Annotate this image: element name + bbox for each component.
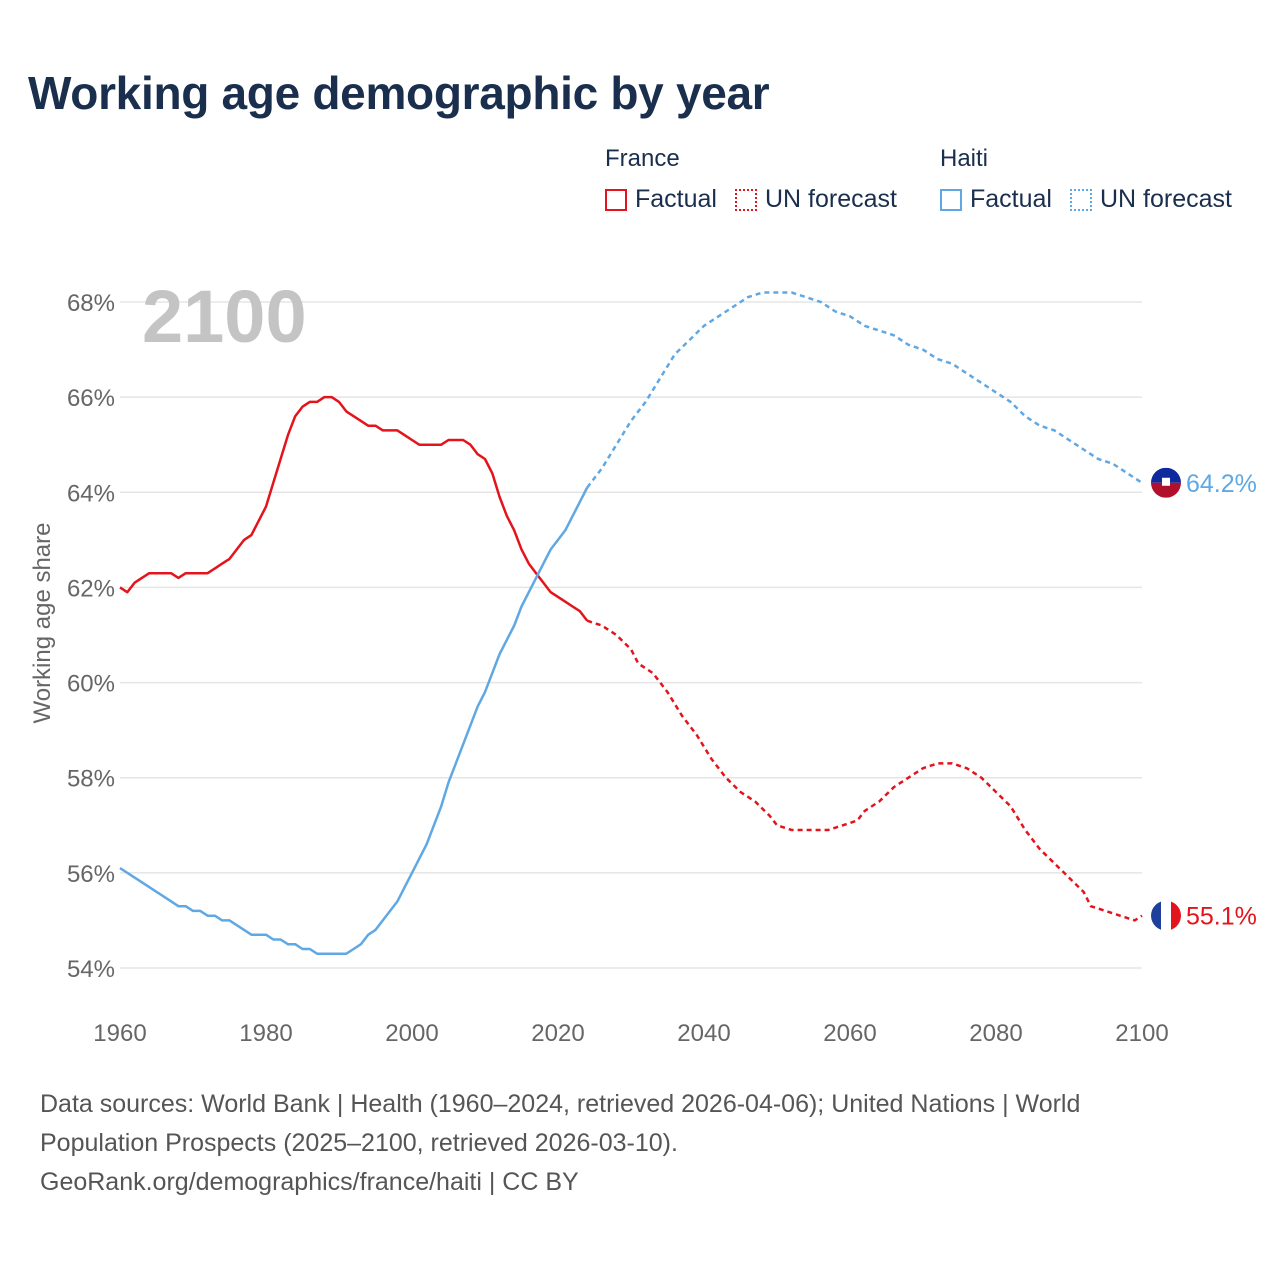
- source-line-1: Data sources: World Bank | Health (1960–…: [40, 1090, 1081, 1118]
- y-tick-label: 66%: [67, 385, 115, 412]
- haiti-forecast-line: [586, 291, 1143, 489]
- haiti-endpoint-marker: [1151, 467, 1181, 498]
- y-tick-label: 56%: [67, 861, 115, 888]
- year-watermark: 2100: [142, 275, 307, 358]
- y-tick-label: 60%: [67, 671, 115, 698]
- flag-stripe: [1151, 467, 1181, 483]
- footer: Data sources: World Bank | Health (1960–…: [40, 1085, 1220, 1202]
- legend-item-haiti-factual[interactable]: Factual: [940, 185, 1052, 214]
- source-url[interactable]: GeoRank.org/demographics/france/haiti | …: [40, 1168, 579, 1196]
- x-tick-label: 2000: [385, 1020, 438, 1047]
- legend-group-haiti: Haiti Factual UN forecast: [940, 145, 1250, 214]
- legend-swatch-solid-icon: [940, 188, 962, 211]
- legend-label: UN forecast: [1099, 185, 1232, 213]
- france-factual-line: [119, 395, 589, 622]
- france-endpoint-marker: [1151, 900, 1181, 931]
- y-tick-label: 58%: [67, 766, 115, 793]
- haiti-end-label: 64.2%: [1186, 470, 1257, 498]
- france-end-label: 55.1%: [1186, 903, 1257, 931]
- legend-swatch-dotted-icon: [734, 188, 757, 211]
- x-tick-label: 2020: [531, 1020, 584, 1047]
- legend-group-france: France Factual UN forecast: [605, 145, 915, 214]
- legend-label: Factual: [970, 185, 1052, 213]
- legend-group-title: France: [605, 145, 680, 172]
- flag-stripe: [1151, 900, 1161, 931]
- flag-stripe: [1171, 900, 1181, 931]
- legend-swatch-dotted-icon: [1069, 188, 1092, 211]
- haiti-flag-icon: [1151, 467, 1181, 498]
- y-tick-label: 68%: [67, 290, 115, 317]
- legend-label: Factual: [635, 185, 717, 213]
- y-tick-label: 54%: [67, 956, 115, 983]
- flag-stripe: [1161, 900, 1171, 931]
- x-tick-label: 1980: [239, 1020, 292, 1047]
- legend-group-title: Haiti: [940, 145, 989, 172]
- legend-item-france-factual[interactable]: Factual: [605, 185, 717, 214]
- chart-title: Working age demographic by year: [28, 67, 770, 119]
- x-tick-label: 2060: [823, 1020, 876, 1047]
- y-tick-label: 62%: [67, 575, 115, 602]
- x-tick-label: 2100: [1115, 1020, 1168, 1047]
- haiti-factual-line: [119, 486, 589, 955]
- y-tick-label: 64%: [67, 480, 115, 507]
- france-flag-icon: [1151, 900, 1181, 931]
- y-axis-title: Working age share: [29, 523, 56, 724]
- legend-swatch-solid-icon: [605, 188, 627, 211]
- flag-emblem: [1162, 477, 1170, 486]
- source-line-2: Population Prospects (2025–2100, retriev…: [40, 1129, 678, 1157]
- legend-item-haiti-forecast[interactable]: UN forecast: [1069, 185, 1232, 214]
- flag-stripe: [1151, 482, 1181, 498]
- x-tick-label: 1960: [93, 1020, 146, 1047]
- legend-label: UN forecast: [764, 185, 897, 213]
- x-tick-label: 2080: [969, 1020, 1022, 1047]
- x-tick-label: 2040: [677, 1020, 730, 1047]
- legend-item-france-forecast[interactable]: UN forecast: [734, 185, 897, 214]
- france-forecast-line: [586, 619, 1143, 922]
